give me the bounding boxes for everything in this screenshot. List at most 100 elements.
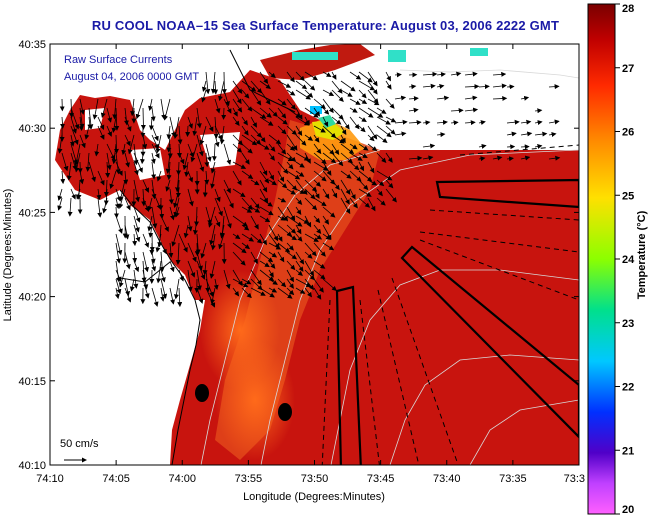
current-vector <box>241 116 248 126</box>
current-vector <box>268 152 275 161</box>
current-vector <box>169 116 176 138</box>
current-vector <box>367 134 375 142</box>
scale-label: 50 cm/s <box>60 438 99 450</box>
current-vector <box>127 134 135 155</box>
current-vector <box>250 233 263 244</box>
current-vector <box>492 71 507 77</box>
current-vector <box>385 80 392 90</box>
current-vector <box>133 260 140 273</box>
current-vector <box>178 152 185 165</box>
current-vector <box>151 287 159 307</box>
current-vector <box>259 170 270 184</box>
current-vector <box>208 206 216 228</box>
shipping-lanes <box>335 178 579 465</box>
current-vector <box>385 71 391 82</box>
current-vector <box>286 278 294 289</box>
current-vector <box>358 89 367 99</box>
current-vector <box>277 170 285 183</box>
current-vector <box>295 233 303 242</box>
current-vector <box>173 278 180 300</box>
current-vector <box>408 107 419 113</box>
current-vector <box>286 134 298 151</box>
current-vector <box>277 98 287 106</box>
current-vector <box>268 134 282 145</box>
current-vector <box>184 161 190 178</box>
current-vector <box>241 287 252 299</box>
x-tick-label: 74:05 <box>102 473 130 485</box>
current-vector <box>79 98 85 115</box>
current-vector <box>232 80 243 94</box>
current-vector <box>241 80 257 92</box>
current-vector <box>133 152 143 173</box>
current-vector <box>187 143 194 158</box>
current-vector <box>548 119 560 125</box>
current-vector <box>84 125 90 140</box>
sst-cold-cell-2 <box>470 48 488 56</box>
current-vector <box>232 287 240 297</box>
current-vector <box>286 188 297 195</box>
current-vector <box>178 233 188 253</box>
current-vector <box>223 98 232 114</box>
current-vector <box>250 251 258 265</box>
current-vector <box>202 260 208 276</box>
current-vector <box>166 161 172 181</box>
current-vector <box>133 224 141 243</box>
current-vector <box>376 152 387 163</box>
current-vector <box>187 188 194 207</box>
current-vector <box>124 197 131 211</box>
current-vector <box>349 152 363 161</box>
current-vector <box>286 98 296 110</box>
current-vector <box>196 251 203 271</box>
current-vector <box>376 188 383 197</box>
current-vector <box>313 269 326 280</box>
current-vector <box>160 242 167 255</box>
current-vector <box>113 206 119 219</box>
current-vector <box>250 125 262 138</box>
current-vector <box>196 152 205 172</box>
current-vector <box>376 116 391 125</box>
current-vector <box>286 89 296 96</box>
current-vector <box>277 143 287 155</box>
current-vector <box>376 170 393 181</box>
current-vector <box>367 179 378 186</box>
current-vector <box>385 125 396 135</box>
current-vector <box>268 179 277 186</box>
sst-warm-plume-2 <box>215 340 295 460</box>
colorbar-tick-label: 21 <box>622 445 634 457</box>
current-vector <box>259 143 270 150</box>
currents-label: Raw Surface Currents <box>64 54 173 66</box>
current-vector <box>250 269 262 286</box>
current-vector <box>151 260 157 272</box>
current-vector <box>304 71 318 81</box>
current-vector <box>151 161 157 180</box>
current-vector <box>241 242 251 250</box>
current-vector <box>304 188 316 200</box>
current-vector <box>175 242 181 266</box>
current-vector <box>277 224 293 237</box>
current-vector <box>277 116 288 125</box>
y-axis-label: Latitude (Degrees:Minutes) <box>2 189 14 322</box>
current-vector <box>182 152 189 171</box>
current-vector <box>286 242 294 251</box>
current-vector <box>322 107 330 115</box>
current-vector <box>150 107 156 122</box>
current-vector <box>286 170 301 180</box>
current-vector <box>205 206 212 225</box>
current-vector <box>106 152 112 171</box>
current-vector <box>259 80 271 89</box>
current-vector <box>219 224 225 239</box>
current-vector <box>268 71 276 78</box>
current-vector <box>340 152 353 164</box>
current-vector <box>132 251 138 263</box>
current-vector <box>151 206 158 229</box>
current-vector <box>277 287 293 299</box>
current-vector <box>286 206 296 221</box>
current-vector <box>232 170 242 186</box>
current-vector <box>259 179 268 193</box>
current-vector <box>115 242 122 264</box>
current-vector <box>160 269 166 283</box>
current-vector <box>250 89 262 106</box>
current-vector <box>259 89 271 105</box>
current-vector <box>173 188 180 209</box>
current-vector <box>241 197 253 211</box>
